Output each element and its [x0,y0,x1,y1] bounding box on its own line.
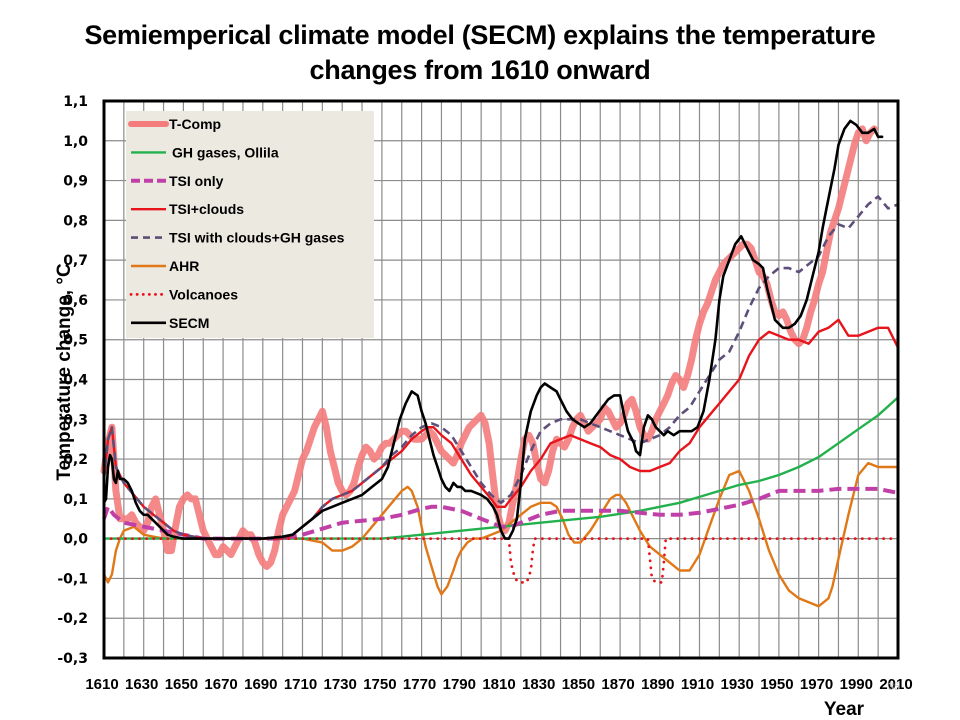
x-tick-label: 1670 [204,676,237,693]
x-tick-label: 1930 [721,676,754,693]
x-tick-label: 1850 [562,676,595,693]
y-axis-label: Temperature change, °C [54,263,75,481]
plot-area-frame [102,99,900,660]
legend-label-tsi-with-clouds-gh-gases: TSI with clouds+GH gases [169,230,345,246]
x-tick-label: 1810 [482,676,515,693]
y-tick-label: 0,2 [63,452,88,468]
x-tick-label: 1690 [244,676,277,693]
series-group [100,119,900,608]
x-tick-label: 1650 [165,676,198,693]
legend: T-Comp GH gases, Ollila TSI only TSI+clouds… [128,116,345,331]
x-tick-label: 1750 [363,676,396,693]
series-line-volcanoes [102,537,900,584]
legend-box [126,111,374,338]
x-tick-label: 1950 [760,676,793,693]
slide-title-line-2: changes from 1610 onward [309,55,651,85]
y-tick-label: 1,0 [63,134,88,150]
x-tick-label: 1890 [641,676,674,693]
y-axis-ticks: 1,1 1,0 0,9 0,8 0,7 0,6 0,5 0,4 0,3 0,2 0,1 0,0 -0,1… [57,94,88,667]
slide-title-line-1: Semiemperical climate model (SECM) expla… [84,20,876,50]
x-tick-label: 1870 [601,676,634,693]
y-tick-label: 0,5 [63,333,88,349]
x-tick-label: 2010 [879,676,912,693]
legend-label-volcanoes: Volcanoes [169,286,238,302]
y-tick-label: 0,4 [63,373,88,389]
y-tick-label: 1,1 [63,94,88,110]
y-tick-label: 0,0 [63,532,88,548]
x-axis-ticks: 1610 1630 1650 1670 1690 1710 1730 1750 1770 1790… [85,676,912,693]
x-tick-label: 1790 [443,676,476,693]
y-tick-label: -0,2 [57,611,88,627]
series-line-gh-gases-ollila [102,396,900,540]
series-line-tsi-only [102,486,899,541]
y-tick-label: 0,8 [63,213,88,229]
y-tick-label: 0,1 [63,492,88,508]
x-axis-label: Year [824,699,865,720]
y-tick-label: 0,9 [63,174,88,190]
legend-label-tsi-clouds: TSI+clouds [169,201,244,217]
legend-label-ahr: AHR [169,258,199,274]
legend-label-gh-gases-ollila: GH gases, Ollila [172,144,279,160]
legend-label-tsi-only: TSI only [169,173,224,189]
x-tick-label: 1710 [284,676,317,693]
legend-label-t-comp: T-Comp [169,116,221,132]
y-tick-label: -0,3 [57,651,88,667]
slide-title: Semiemperical climate model (SECM) expla… [0,18,960,88]
y-tick-label: 0,7 [63,253,88,269]
y-tick-label: -0,1 [57,571,88,587]
x-tick-label: 1770 [403,676,436,693]
x-tick-label: 1910 [681,676,714,693]
x-tick-label: 1610 [85,676,118,693]
legend-label-secm: SECM [169,315,209,331]
x-tick-label: 1830 [522,676,555,693]
series-line-secm [102,119,884,540]
x-tick-label: 1630 [125,676,158,693]
y-tick-label: 0,3 [63,412,88,428]
slide-number: 35 [888,681,900,693]
x-tick-label: 1990 [840,676,873,693]
x-tick-label: 1730 [324,676,357,693]
y-tick-label: 0,6 [63,293,88,309]
x-tick-label: 1970 [800,676,833,693]
